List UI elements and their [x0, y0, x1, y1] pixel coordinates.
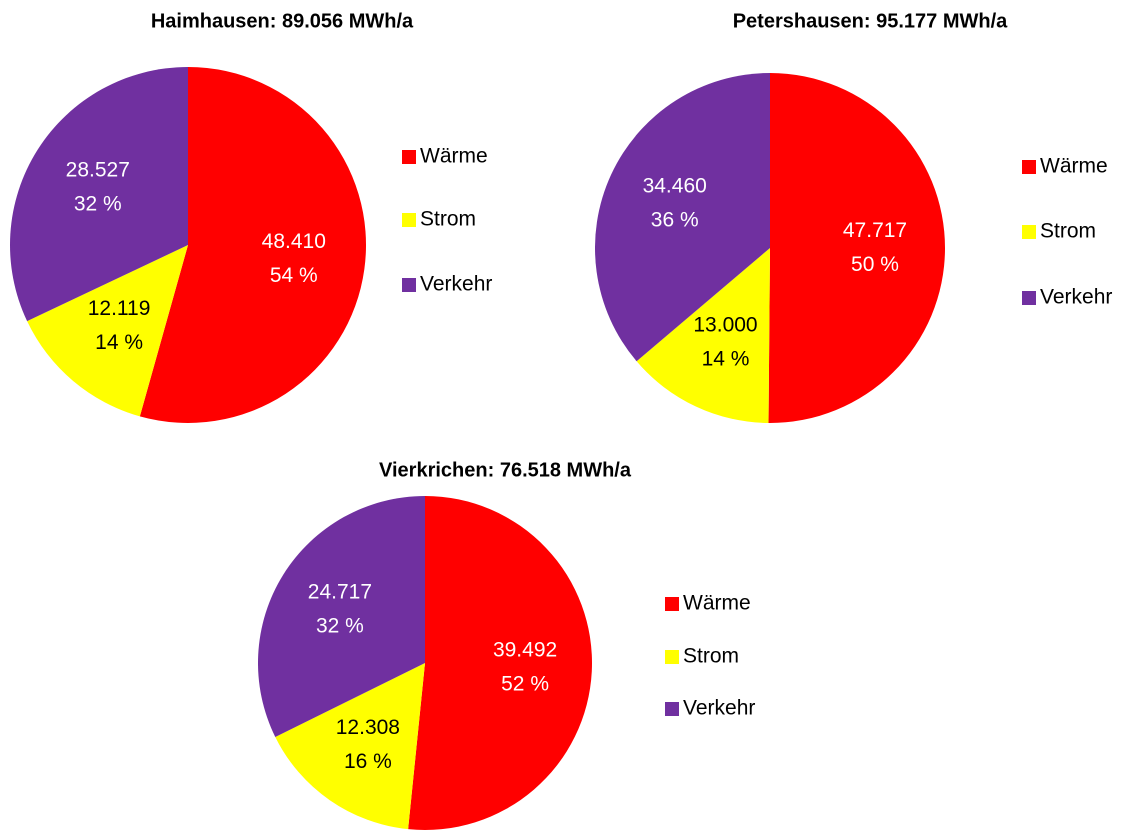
percent-label: 14 %: [95, 331, 143, 354]
pie-slice: [595, 73, 770, 362]
value-label: 34.460: [643, 174, 707, 197]
value-label: 24.717: [308, 581, 372, 604]
chart-title: Petershausen: 95.177 MWh/a: [733, 10, 1008, 32]
percent-label: 50 %: [851, 253, 899, 276]
legend-swatch: [665, 650, 679, 664]
legend-swatch: [402, 150, 416, 164]
legend-label: Wärme: [1040, 155, 1108, 178]
legend-swatch: [1022, 160, 1036, 174]
legend-label: Strom: [420, 208, 476, 231]
legend-label: Wärme: [683, 592, 751, 615]
value-label: 28.527: [66, 158, 130, 181]
chart-title: Vierkrichen: 76.518 MWh/a: [379, 459, 632, 481]
value-label: 12.119: [88, 297, 151, 320]
pie-slice: [636, 248, 770, 423]
pie-slice: [10, 67, 188, 322]
percent-label: 54 %: [270, 264, 318, 287]
pie-slice: [408, 496, 593, 830]
value-label: 48.410: [262, 230, 326, 253]
legend-swatch: [665, 702, 679, 716]
percent-label: 36 %: [651, 208, 699, 231]
legend-swatch: [1022, 225, 1036, 239]
legend-swatch: [665, 597, 679, 611]
legend-label: Verkehr: [1040, 286, 1112, 309]
chart-title: Haimhausen: 89.056 MWh/a: [151, 10, 414, 32]
value-label: 47.717: [843, 219, 907, 242]
pie-slice: [27, 245, 188, 417]
value-label: 39.492: [493, 639, 557, 662]
pie-slice: [139, 67, 366, 423]
percent-label: 16 %: [344, 750, 392, 773]
legend-swatch: [402, 213, 416, 227]
legend-label: Verkehr: [420, 273, 492, 296]
legend-swatch: [402, 278, 416, 292]
legend-label: Strom: [683, 645, 739, 668]
percent-label: 32 %: [316, 615, 364, 638]
percent-label: 52 %: [501, 673, 549, 696]
percent-label: 14 %: [702, 348, 750, 371]
percent-label: 32 %: [74, 192, 122, 215]
legend-swatch: [1022, 291, 1036, 305]
value-label: 13.000: [693, 314, 757, 337]
legend-label: Verkehr: [683, 697, 755, 720]
value-label: 12.308: [336, 716, 400, 739]
pie-slice: [275, 663, 425, 830]
legend-label: Strom: [1040, 220, 1096, 243]
pie-slice: [768, 73, 946, 423]
pie-slice: [258, 496, 425, 737]
legend-label: Wärme: [420, 145, 488, 168]
